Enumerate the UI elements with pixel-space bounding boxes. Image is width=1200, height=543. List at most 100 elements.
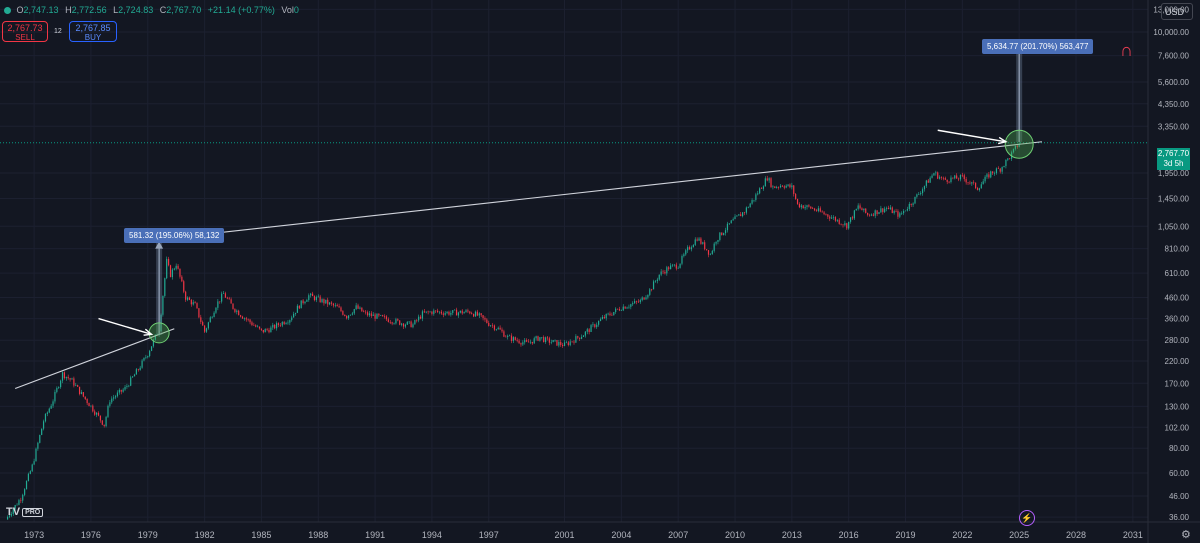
candle-body xyxy=(437,310,439,312)
tradingview-logo[interactable]: TV PRO xyxy=(6,506,44,518)
candle-body xyxy=(759,188,761,194)
candle-body xyxy=(281,321,283,326)
candle-body xyxy=(753,199,755,201)
candle-body xyxy=(742,212,744,217)
candle-body xyxy=(895,211,897,212)
candle-body xyxy=(425,311,427,313)
candle-body xyxy=(18,500,20,505)
candle-body xyxy=(122,389,124,392)
candle-body xyxy=(872,214,874,216)
candle-body xyxy=(995,168,998,174)
candle-body xyxy=(795,193,797,199)
measure-label[interactable]: 581.32 (195.06%) 58,132 xyxy=(124,228,225,243)
ohlc-legend: O2,747.13 H2,772.56 L2,724.83 C2,767.70 … xyxy=(4,5,303,15)
candle-body xyxy=(107,405,109,417)
candle-body xyxy=(340,307,342,312)
candle-body xyxy=(149,350,151,357)
candle-body xyxy=(75,385,77,386)
candle-body xyxy=(94,411,96,415)
candle-body xyxy=(406,321,408,325)
candle-body xyxy=(132,376,134,378)
candle-body xyxy=(90,405,92,407)
candle-body xyxy=(302,300,304,304)
sell-button[interactable]: 2,767.73 SELL xyxy=(2,21,48,42)
buy-label: BUY xyxy=(84,33,102,42)
candle-body xyxy=(247,319,249,320)
candle-body xyxy=(162,295,164,315)
candle-body xyxy=(923,185,926,190)
candle-body xyxy=(878,212,880,215)
candle-body xyxy=(526,340,528,342)
candle-body xyxy=(732,219,734,221)
candle-body xyxy=(978,188,980,190)
candle-body xyxy=(298,305,300,309)
candle-body xyxy=(258,326,261,329)
candle-body xyxy=(615,308,617,312)
magnet-icon[interactable]: ∩ xyxy=(1120,40,1133,60)
candle-body xyxy=(993,173,996,174)
candle-body xyxy=(24,489,26,495)
x-tick-label: 2031 xyxy=(1123,530,1143,540)
y-tick-label: 13,000.00 xyxy=(1153,5,1189,14)
candle-body xyxy=(527,341,530,343)
x-tick-label: 2004 xyxy=(611,530,631,540)
y-tick-label: 102.00 xyxy=(1165,423,1190,432)
x-tick-label: 1985 xyxy=(251,530,271,540)
candle-body xyxy=(234,308,236,312)
candle-body xyxy=(599,319,602,321)
y-tick-label: 60.00 xyxy=(1169,469,1190,478)
candle-body xyxy=(39,434,41,443)
candle-body xyxy=(641,297,643,301)
candle-body xyxy=(755,194,757,200)
candle-body xyxy=(78,386,81,394)
candle-body xyxy=(313,296,316,301)
candle-body xyxy=(588,329,590,333)
candle-body xyxy=(410,321,412,328)
candle-body xyxy=(783,186,785,188)
candle-body xyxy=(311,293,314,297)
candle-body xyxy=(289,320,291,323)
candle-body xyxy=(645,297,647,300)
candle-body xyxy=(414,320,416,325)
candle-body xyxy=(535,336,537,339)
candle-body xyxy=(971,182,973,184)
candle-body xyxy=(918,193,920,195)
candle-body xyxy=(285,323,287,325)
candle-body xyxy=(552,340,554,343)
gear-icon[interactable]: ⚙ xyxy=(1181,529,1191,541)
candle-body xyxy=(889,207,891,209)
measure-label[interactable]: 5,634.77 (201.70%) 563,477 xyxy=(982,39,1094,54)
candle-body xyxy=(865,208,867,213)
candle-body xyxy=(954,175,956,179)
candle-body xyxy=(173,268,175,270)
candle-body xyxy=(238,310,240,316)
candle-body xyxy=(224,293,227,298)
candle-body xyxy=(541,337,543,338)
candle-body xyxy=(44,413,47,422)
currency-select[interactable]: USD xyxy=(1161,3,1193,20)
candle-body xyxy=(365,311,367,313)
candle-body xyxy=(654,280,657,282)
candle-body xyxy=(512,337,514,341)
candle-body xyxy=(20,500,22,501)
candle-body xyxy=(624,306,626,309)
candle-body xyxy=(376,313,378,319)
open-label: O xyxy=(16,5,24,15)
candle-body xyxy=(844,223,846,226)
candle-body xyxy=(416,320,418,321)
candle-body xyxy=(594,324,596,328)
candle-body xyxy=(992,171,994,174)
candle-body xyxy=(639,300,641,303)
candle-body xyxy=(370,313,372,316)
candle-body xyxy=(823,212,825,215)
candle-body xyxy=(903,211,905,214)
candle-body xyxy=(118,389,120,393)
buy-button[interactable]: 2,767.85 BUY xyxy=(69,21,117,42)
candle-body xyxy=(592,324,594,326)
open-value: 2,747.13 xyxy=(23,5,59,15)
candle-body xyxy=(308,295,310,301)
candle-body xyxy=(48,408,50,413)
lightning-icon[interactable]: ⚡ xyxy=(1019,510,1035,526)
